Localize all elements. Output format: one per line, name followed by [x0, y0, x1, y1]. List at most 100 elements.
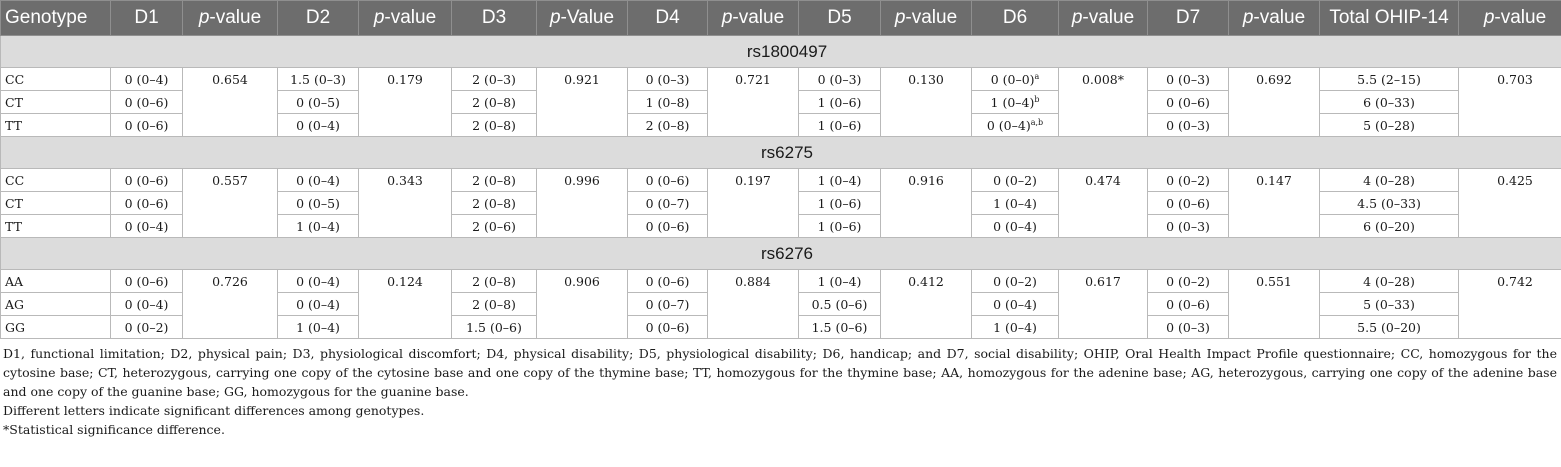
score-value: 1 (0–4) [296, 218, 340, 234]
score-value: 5 (0–33) [1363, 296, 1415, 312]
abbreviations-footnote: D1, functional limitation; D2, physical … [3, 346, 1557, 399]
score-cell: 0 (0–2) [971, 168, 1059, 192]
table-row: TT 0 (0–4) 1 (0–4) 2 (0–6) 0 (0–6) 1 (0–6) 0 (… [0, 214, 1561, 238]
score-cell: 0 (0–4) [110, 67, 183, 91]
header-p-value: p-value [358, 0, 452, 36]
score-value: 2 (0–6) [472, 218, 516, 234]
score-cell: 2 (0–8) [451, 113, 537, 137]
score-cell: 2 (0–8) [451, 191, 537, 215]
p-value-cell: 0.130 [880, 67, 972, 137]
header-d4: D4 [627, 0, 708, 36]
asterisk-footnote: *Statistical significance difference. [3, 422, 225, 437]
table-row: TT 0 (0–6) 0 (0–4) 2 (0–8) 2 (0–8) 1 (0–6) 0 (… [0, 113, 1561, 137]
score-value: 5 (0–28) [1363, 117, 1415, 133]
score-cell: 0 (0–3) [1147, 214, 1229, 238]
score-value: 0.5 (0–6) [811, 296, 868, 312]
score-value: 0 (0–3) [1166, 117, 1210, 133]
p-value-cell: 0.884 [707, 269, 799, 339]
genotype-ohip-table: Genotype D1 p-value D2 p-value D3 p-Value D4 p-v… [0, 0, 1561, 339]
score-cell: 0 (0–6) [627, 214, 708, 238]
score-cell: 0 (0–3) [1147, 315, 1229, 339]
header-d5: D5 [798, 0, 881, 36]
score-cell: 6 (0–33) [1319, 90, 1459, 114]
p-value-cell: 0.551 [1228, 269, 1320, 339]
score-cell: 0 (0–7) [627, 191, 708, 215]
p-value-cell: 0.557 [182, 168, 278, 238]
p-value-cell: 0.726 [182, 269, 278, 339]
table-header-row: Genotype D1 p-value D2 p-value D3 p-Value D4 p-v… [0, 0, 1561, 36]
score-value: 1.5 (0–6) [466, 319, 522, 335]
score-cell: 0 (0–6) [1147, 292, 1229, 316]
score-cell: 2 (0–8) [627, 113, 708, 137]
score-cell: 0 (0–3) [1147, 67, 1229, 91]
score-value: 0 (0–6) [645, 273, 690, 289]
score-value: 0 (0–3) [1166, 218, 1210, 234]
score-value: 4.5 (0–33) [1357, 195, 1421, 211]
score-value: 0 (0–4) [993, 218, 1037, 234]
snp-label: rs1800497 [0, 35, 1561, 68]
score-cell: 0 (0–0)a [971, 67, 1059, 91]
score-value: 0 (0–4) [124, 71, 169, 87]
genotype-cell: GG [0, 315, 111, 339]
score-cell: 1 (0–4) [971, 191, 1059, 215]
score-value: 1 (0–4) [817, 172, 862, 188]
score-value: 0 (0–6) [1166, 94, 1210, 110]
score-value: 1.5 (0–3) [290, 71, 346, 87]
score-cell: 0 (0–2) [1147, 168, 1229, 192]
p-value-cell: 0.008* [1058, 67, 1148, 137]
header-d3: D3 [451, 0, 537, 36]
score-value: 0 (0–6) [124, 117, 169, 133]
score-value: 0 (0–4) [124, 296, 169, 312]
header-p-value: p-value [1228, 0, 1320, 36]
score-value: 0 (0–6) [1166, 195, 1210, 211]
table-body: rs1800497 CC 0 (0–4) 0.654 1.5 (0–3) 0.179 2 (… [0, 35, 1561, 339]
score-cell: 0 (0–6) [110, 191, 183, 215]
snp-label: rs6276 [0, 237, 1561, 270]
score-cell: 2 (0–3) [451, 67, 537, 91]
score-value: 1 (0–4) [993, 319, 1037, 335]
table-row: CC 0 (0–4) 0.654 1.5 (0–3) 0.179 2 (0–3) 0.921… [0, 67, 1561, 137]
score-cell: 0 (0–2) [110, 315, 183, 339]
score-cell: 0 (0–4) [277, 113, 359, 137]
score-cell: 0 (0–4) [971, 292, 1059, 316]
p-value-cell: 0.906 [536, 269, 628, 339]
score-cell: 0 (0–6) [110, 90, 183, 114]
score-cell: 1 (0–4) [277, 214, 359, 238]
score-cell: 2 (0–8) [451, 269, 537, 293]
p-value-cell: 0.721 [707, 67, 799, 137]
score-value: 1 (0–6) [817, 94, 862, 110]
p-value-cell: 0.124 [358, 269, 452, 339]
score-value: 5.5 (2–15) [1357, 71, 1421, 87]
score-value: 0 (0–3) [1166, 71, 1210, 87]
score-value: 2 (0–8) [472, 296, 516, 312]
results-table-container: Genotype D1 p-value D2 p-value D3 p-Value D4 p-v… [0, 0, 1561, 437]
score-value: 0 (0–4) [993, 296, 1037, 312]
score-cell: 5 (0–28) [1319, 113, 1459, 137]
score-cell: 0 (0–6) [110, 269, 183, 293]
score-value: 0 (0–7) [645, 296, 690, 312]
score-value: 0 (0–5) [296, 94, 340, 110]
letters-footnote: Different letters indicate significant d… [3, 403, 425, 418]
score-cell: 0 (0–4)a,b [971, 113, 1059, 137]
p-value-cell: 0.617 [1058, 269, 1148, 339]
score-value: 0 (0–4) [296, 172, 340, 188]
genotype-cell: CC [0, 67, 111, 91]
score-cell: 2 (0–8) [451, 90, 537, 114]
header-d2: D2 [277, 0, 359, 36]
score-value: 2 (0–3) [472, 71, 516, 87]
score-value: 0 (0–2) [993, 172, 1037, 188]
significance-letter: a,b [1030, 117, 1044, 127]
score-cell: 0 (0–2) [971, 269, 1059, 293]
score-cell: 0 (0–4) [277, 292, 359, 316]
score-value: 0 (0–3) [817, 71, 862, 87]
score-value: 1 (0–4) [296, 319, 340, 335]
genotype-cell: CT [0, 90, 111, 114]
score-cell: 0 (0–3) [1147, 113, 1229, 137]
score-cell: 0 (0–3) [798, 67, 881, 91]
score-cell: 5.5 (0–20) [1319, 315, 1459, 339]
significance-letter: a [1034, 71, 1040, 81]
score-cell: 1 (0–4) [798, 269, 881, 293]
score-cell: 0 (0–6) [627, 315, 708, 339]
score-value: 5.5 (0–20) [1357, 319, 1421, 335]
score-cell: 0.5 (0–6) [798, 292, 881, 316]
